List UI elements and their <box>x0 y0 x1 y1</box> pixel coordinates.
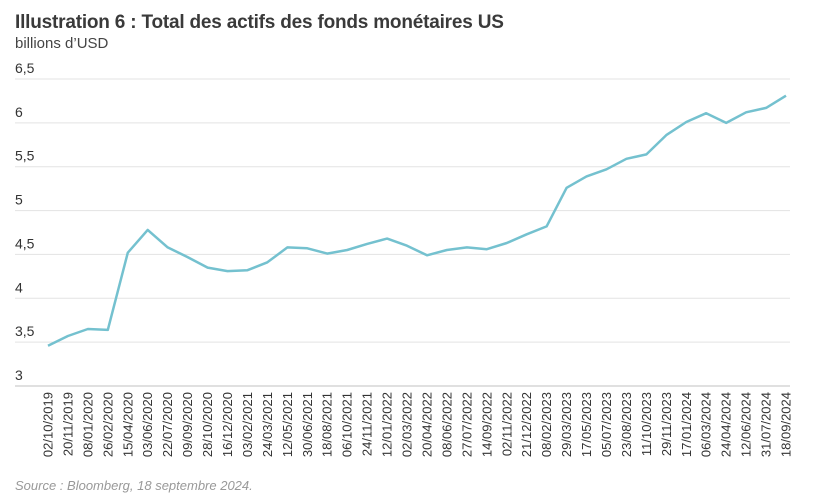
x-tick-label: 24/11/2021 <box>360 392 375 456</box>
source-note: Source : Bloomberg, 18 septembre 2024. <box>15 478 253 493</box>
x-tick-label: 06/03/2024 <box>699 392 714 457</box>
x-tick-label: 16/12/2020 <box>220 392 235 457</box>
x-tick-label: 30/06/2021 <box>300 392 315 457</box>
x-tick-label: 20/04/2022 <box>419 392 434 457</box>
x-tick-label: 11/10/2023 <box>639 392 654 456</box>
x-tick-label: 03/06/2020 <box>140 392 155 457</box>
x-tick-label: 27/07/2022 <box>459 392 474 457</box>
x-tick-label: 26/02/2020 <box>100 392 115 457</box>
x-tick-label: 18/09/2024 <box>779 392 794 457</box>
x-tick-label: 08/02/2023 <box>539 392 554 457</box>
x-tick-label: 28/10/2020 <box>200 392 215 457</box>
x-tick-label: 24/04/2024 <box>719 392 734 457</box>
x-tick-label: 05/07/2023 <box>599 392 614 457</box>
x-tick-label: 17/05/2023 <box>579 392 594 457</box>
y-tick-label: 5 <box>15 192 23 208</box>
x-tick-label: 12/05/2021 <box>280 392 295 457</box>
x-tick-label: 09/09/2020 <box>180 392 195 457</box>
y-tick-label: 3 <box>15 367 23 383</box>
x-tick-label: 17/01/2024 <box>679 392 694 457</box>
y-tick-label: 3,5 <box>15 323 35 339</box>
x-tick-label: 15/04/2020 <box>120 392 135 457</box>
x-tick-label: 29/11/2023 <box>659 392 674 456</box>
y-tick-label: 6 <box>15 104 23 120</box>
y-tick-label: 6,5 <box>15 60 35 76</box>
chart-title: Illustration 6 : Total des actifs des fo… <box>15 12 504 33</box>
x-tick-label: 23/08/2023 <box>619 392 634 457</box>
x-tick-label: 06/10/2021 <box>340 392 355 457</box>
chart-subtitle: billions d’USD <box>15 35 109 52</box>
x-tick-label: 02/10/2019 <box>41 392 56 457</box>
x-tick-label: 18/08/2021 <box>320 392 335 457</box>
y-tick-label: 5,5 <box>15 148 35 164</box>
y-tick-label: 4,5 <box>15 235 35 251</box>
x-tick-label: 02/03/2022 <box>400 392 415 457</box>
x-tick-label: 12/06/2024 <box>739 392 754 457</box>
x-tick-label: 29/03/2023 <box>559 392 574 457</box>
x-tick-label: 20/11/2019 <box>60 392 75 456</box>
x-tick-label: 31/07/2024 <box>759 392 774 457</box>
x-tick-label: 22/07/2020 <box>160 392 175 457</box>
x-tick-label: 08/06/2022 <box>439 392 454 457</box>
x-tick-label: 14/09/2022 <box>479 392 494 457</box>
y-tick-label: 4 <box>15 279 23 295</box>
x-tick-label: 21/12/2022 <box>519 392 534 457</box>
x-tick-label: 24/03/2021 <box>260 392 275 457</box>
x-tick-label: 03/02/2021 <box>240 392 255 457</box>
x-tick-label: 08/01/2020 <box>80 392 95 457</box>
x-tick-label: 12/01/2022 <box>380 392 395 457</box>
series-line <box>47 94 787 347</box>
x-tick-label: 02/11/2022 <box>499 392 514 456</box>
